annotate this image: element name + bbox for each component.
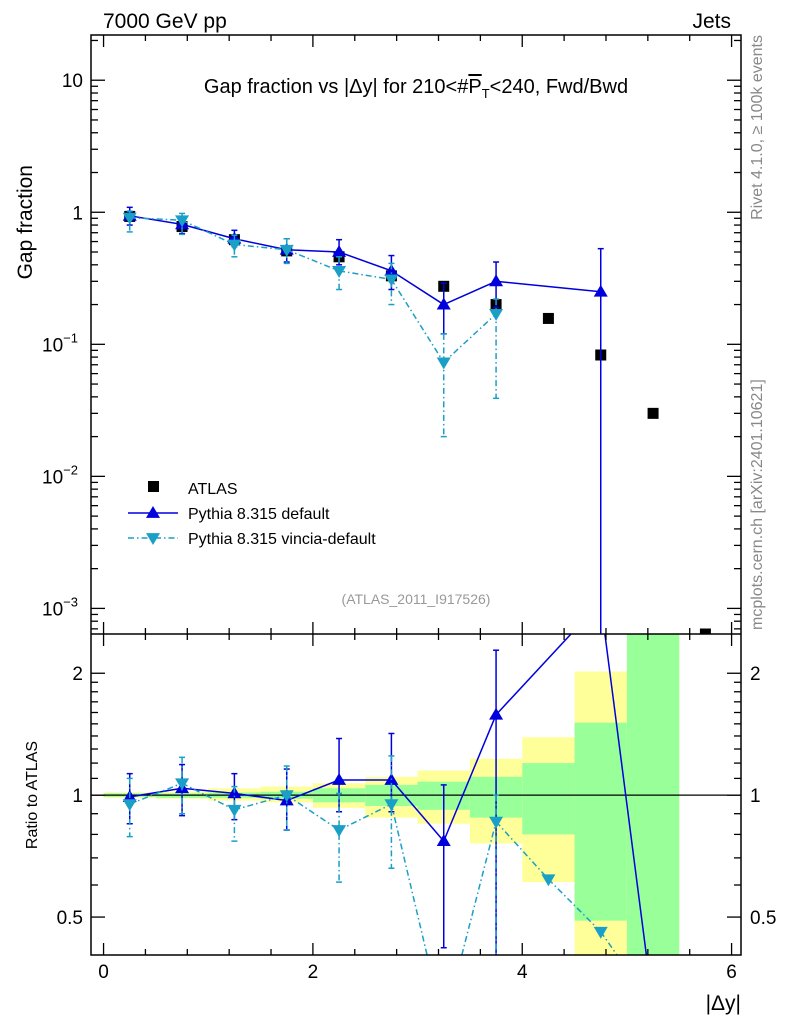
atlas-point (542, 312, 554, 324)
ratio-default-line (181, 787, 235, 795)
ratio-vincia-line (338, 803, 392, 831)
ratio-vincia-point (227, 804, 242, 817)
ratio-vincia-line (286, 794, 340, 831)
ratio-plot-area (91, 634, 741, 955)
ratio-vincia-point (541, 874, 556, 887)
ratio-vincia-point (332, 825, 347, 838)
default-line (390, 270, 445, 306)
default-point (489, 274, 504, 287)
header-right: Jets (692, 10, 731, 33)
ratio-y-tick-label: 1 (72, 786, 83, 807)
ratio-y-tick-label-right: 0.5 (750, 908, 776, 929)
legend-atlas-marker (148, 481, 159, 492)
default-point (593, 284, 608, 297)
rivet-label: Rivet 4.1.0, ≥ 100k events (749, 35, 766, 220)
vincia-point (436, 357, 451, 370)
ratio-default-line (495, 634, 572, 716)
x-tick-label: 2 (308, 962, 319, 983)
vincia-line (286, 249, 340, 272)
y-axis-label: Gap fraction (14, 165, 37, 279)
plot-frame (90, 34, 742, 956)
mcplots-label: mcplots.cern.ch [arXiv:2401.10621] (749, 379, 766, 630)
vincia-line (129, 216, 183, 221)
default-line (286, 249, 340, 253)
ratio-y-tick-label-right: 2 (750, 664, 761, 685)
ratio-default-line (443, 714, 497, 842)
main-plot-area (122, 206, 711, 634)
vincia-point (332, 265, 347, 278)
x-tick-label: 6 (726, 962, 737, 983)
vincia-point (489, 308, 504, 321)
legend-atlas-label: ATLAS (188, 481, 238, 498)
vincia-line (390, 279, 445, 363)
ratio-vincia-line (234, 794, 287, 811)
chart-title: Gap fraction vs |Δy| for 210<#PT<240, Fw… (204, 76, 628, 101)
ratio-y-axis-label: Ratio to ATLAS (24, 741, 41, 849)
vincia-point (122, 212, 137, 225)
default-point (332, 245, 347, 257)
ratio-vincia-point (384, 799, 399, 812)
vincia-line (234, 243, 287, 251)
ratio-vincia-point (489, 816, 504, 829)
ratio-vincia-line (600, 931, 618, 955)
band-stat (626, 634, 680, 955)
legend-vincia-marker (146, 533, 160, 545)
vincia-point (384, 274, 399, 287)
band-stat (522, 763, 575, 835)
y-tick-label: 10−2 (42, 462, 78, 488)
x-tick-label: 4 (517, 962, 528, 983)
default-line (129, 215, 183, 226)
ratio-default-point (489, 707, 504, 720)
vincia-line (338, 270, 392, 281)
ratio-y-tick-label-right: 1 (750, 786, 761, 807)
vincia-point (279, 244, 294, 257)
default-line (234, 238, 287, 251)
ratio-vincia-line (129, 782, 183, 805)
ratio-default-line (390, 779, 445, 842)
default-point (436, 297, 451, 310)
ratio-vincia-point (593, 926, 608, 939)
atlas-point (699, 628, 711, 634)
legend: ATLAS Pythia 8.315 default Pythia 8.315 … (128, 481, 376, 548)
vincia-point (227, 239, 242, 252)
default-line (443, 280, 497, 306)
legend-vincia-label: Pythia 8.315 vincia-default (188, 531, 376, 548)
ratio-y-tick-label: 2 (72, 664, 83, 685)
vincia-point (175, 215, 190, 228)
ratio-default-line (604, 634, 648, 955)
ratio-default-point (332, 773, 347, 785)
y-tick-label: 10−3 (42, 594, 78, 620)
ratio-default-line (286, 779, 340, 802)
analysis-label: (ATLAS_2011_I917526) (342, 591, 491, 607)
legend-default-label: Pythia 8.315 default (188, 506, 330, 523)
band-stat (574, 722, 627, 921)
ratio-vincia-point (175, 778, 190, 791)
ratio-vincia-line (181, 782, 235, 811)
y-tick-label: 10 (62, 71, 83, 92)
ratio-default-point (436, 834, 451, 847)
vincia-line (181, 219, 235, 246)
ratio-vincia-point (122, 799, 137, 812)
x-axis-label: |Δy| (706, 992, 741, 1015)
default-point (384, 263, 399, 276)
ratio-vincia-line (390, 804, 428, 955)
x-tick-label: 0 (98, 962, 109, 983)
default-line (495, 280, 601, 293)
ratio-y-tick-label: 0.5 (57, 908, 83, 929)
y-tick-label: 10−1 (42, 330, 78, 356)
ratio-default-line (129, 787, 183, 798)
ratio-vincia-line (461, 821, 497, 955)
atlas-point (647, 407, 659, 419)
default-line (338, 251, 392, 272)
header-left: 7000 GeV pp (103, 10, 227, 33)
legend-default-marker (146, 506, 160, 518)
ratio-vincia-line (547, 878, 602, 933)
vincia-line (443, 313, 497, 363)
ratio-vincia-point (279, 790, 294, 803)
y-tick-label: 1 (72, 203, 83, 224)
ratio-default-line (234, 792, 287, 802)
